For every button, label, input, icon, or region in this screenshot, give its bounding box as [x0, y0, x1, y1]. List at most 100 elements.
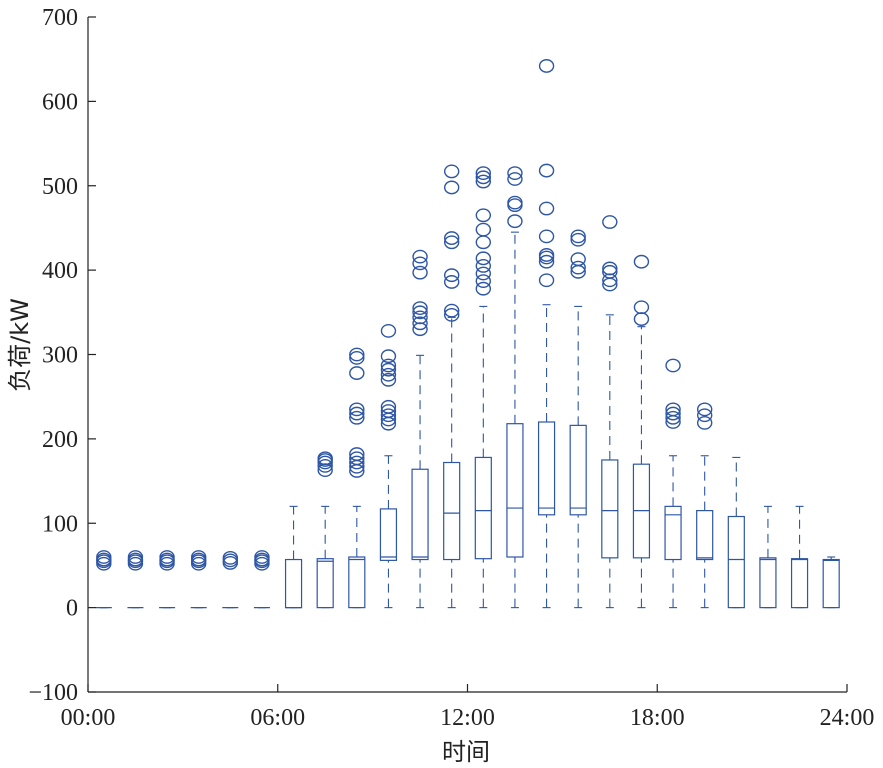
box-hour-22 [790, 505, 809, 609]
outlier-point [412, 265, 428, 280]
y-tick-label: 400 [42, 258, 78, 284]
outlier-point [443, 235, 460, 250]
box-hour-1 [127, 550, 144, 609]
outlier-point [507, 195, 523, 210]
outlier-point [443, 268, 460, 283]
outlier-point [443, 231, 460, 245]
outlier-point [665, 410, 681, 425]
outlier-point [475, 170, 492, 185]
iqr-box [664, 505, 682, 561]
outlier-point [570, 232, 586, 247]
outlier-point [349, 451, 365, 466]
y-tick-label: −100 [28, 680, 78, 706]
box-hour-18 [664, 358, 682, 609]
y-axis-title: 负荷/kW [6, 298, 34, 392]
outlier-point [412, 316, 428, 331]
x-tick-label: 18:00 [630, 705, 685, 731]
outlier-point [443, 303, 460, 318]
outlier-point [349, 366, 365, 380]
iqr-box [474, 456, 492, 560]
iqr-box [727, 515, 745, 609]
outlier-point [696, 402, 713, 417]
y-tick-label: 100 [42, 511, 78, 537]
outlier-point [475, 274, 492, 288]
box-hour-6 [284, 505, 303, 609]
outlier-point [665, 402, 681, 417]
outlier-point [349, 410, 365, 425]
x-tick-label: 24:00 [820, 705, 875, 731]
y-tick-label: 0 [66, 596, 78, 622]
box-hour-0 [95, 550, 112, 609]
outlier-point [380, 323, 397, 338]
box-hour-14 [537, 59, 556, 609]
outlier-point [159, 550, 175, 564]
outlier-point [475, 208, 492, 223]
outlier-point [412, 305, 428, 320]
iqr-box [696, 509, 714, 561]
outlier-point [602, 264, 618, 279]
iqr-box [506, 423, 524, 558]
outlier-point [538, 201, 555, 216]
outlier-point [380, 367, 397, 382]
outlier-point [475, 222, 492, 237]
iqr-box [569, 424, 587, 516]
outlier-point [349, 350, 365, 365]
y-tick-label: 600 [42, 89, 78, 115]
outlier-point [633, 254, 650, 269]
outlier-point [254, 550, 270, 564]
outlier-point [317, 451, 333, 466]
y-tick-label: 300 [42, 343, 78, 369]
box-hour-7 [316, 451, 334, 609]
box-hour-13 [506, 166, 524, 609]
outlier-point [96, 550, 112, 564]
outlier-point [380, 399, 397, 414]
outlier-point [380, 349, 397, 364]
iqr-box [537, 421, 556, 516]
outlier-point [507, 214, 523, 229]
box-hour-16 [601, 215, 619, 609]
outlier-point [349, 347, 365, 362]
outlier-point [190, 550, 207, 564]
outlier-point [475, 235, 492, 250]
box-hour-2 [159, 550, 176, 609]
iqr-box [790, 558, 809, 609]
outlier-point [380, 408, 397, 423]
outlier-point [570, 252, 586, 267]
outlier-point [349, 447, 365, 461]
outlier-point [475, 259, 492, 273]
box-hour-20 [727, 456, 745, 609]
outlier-point [507, 166, 523, 180]
outlier-point [412, 301, 428, 315]
outlier-point [538, 163, 555, 178]
box-hour-3 [190, 550, 207, 609]
outlier-point [222, 550, 239, 565]
box-hour-9 [379, 323, 398, 609]
x-tick-label: 12:00 [440, 705, 495, 731]
box-hour-12 [474, 166, 492, 609]
outlier-point [349, 406, 365, 421]
x-tick-label: 06:00 [250, 705, 305, 731]
outlier-point [317, 458, 333, 473]
outlier-point [475, 174, 492, 189]
box-hour-21 [759, 505, 777, 609]
box-hour-23 [822, 556, 840, 609]
outlier-point [349, 402, 365, 417]
y-tick-label: 500 [42, 174, 78, 200]
iqr-box [443, 461, 461, 561]
outlier-point [412, 256, 428, 271]
iqr-box [379, 508, 398, 561]
outlier-point [665, 358, 681, 373]
outlier-point [696, 415, 713, 430]
outlier-point [602, 215, 618, 229]
iqr-box [316, 558, 334, 609]
outlier-point [602, 261, 618, 276]
box-hour-15 [569, 229, 587, 609]
box-hour-10 [411, 249, 429, 609]
outlier-point [475, 166, 492, 180]
box-hour-5 [253, 550, 270, 609]
outlier-point [380, 372, 397, 387]
outlier-point [443, 307, 460, 322]
outlier-point [475, 251, 492, 266]
outlier-point [538, 254, 555, 269]
